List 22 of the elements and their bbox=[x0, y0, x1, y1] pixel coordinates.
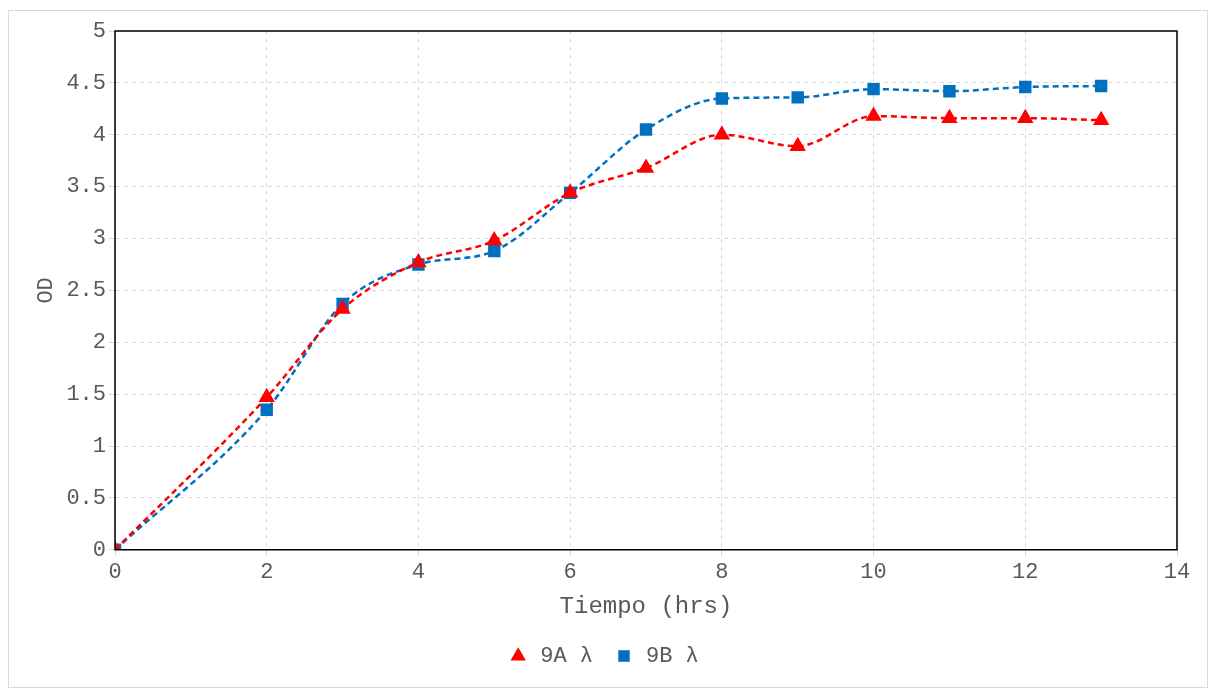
x-axis-title: Tiempo (hrs) bbox=[559, 592, 733, 620]
y-tick-label: 0 bbox=[92, 537, 107, 563]
x-tick-label: 2 bbox=[260, 559, 274, 585]
y-tick-label: 0.5 bbox=[66, 485, 107, 511]
x-tick-label: 8 bbox=[715, 559, 729, 585]
x-tick-label: 6 bbox=[563, 559, 577, 585]
y-tick-label: 1 bbox=[92, 433, 107, 459]
y-tick-label: 2.5 bbox=[66, 278, 107, 304]
y-axis-title: OD bbox=[34, 277, 60, 304]
y-tick-label: 3 bbox=[92, 226, 107, 252]
y-tick-label: 2 bbox=[92, 330, 107, 356]
y-tick-label: 4.5 bbox=[66, 70, 107, 96]
x-tick-label: 12 bbox=[1012, 559, 1039, 585]
y-tick-label: 4 bbox=[92, 122, 107, 148]
y-tick-label: 3.5 bbox=[66, 174, 107, 200]
x-tick-label: 14 bbox=[1163, 559, 1191, 585]
y-tick-label: 5 bbox=[92, 18, 107, 44]
y-tick-label: 1.5 bbox=[66, 381, 107, 407]
x-tick-label: 10 bbox=[860, 559, 887, 585]
x-tick-label: 4 bbox=[411, 559, 426, 585]
legend-label: 9A λ bbox=[540, 643, 593, 669]
legend-label: 9B λ bbox=[646, 643, 699, 669]
